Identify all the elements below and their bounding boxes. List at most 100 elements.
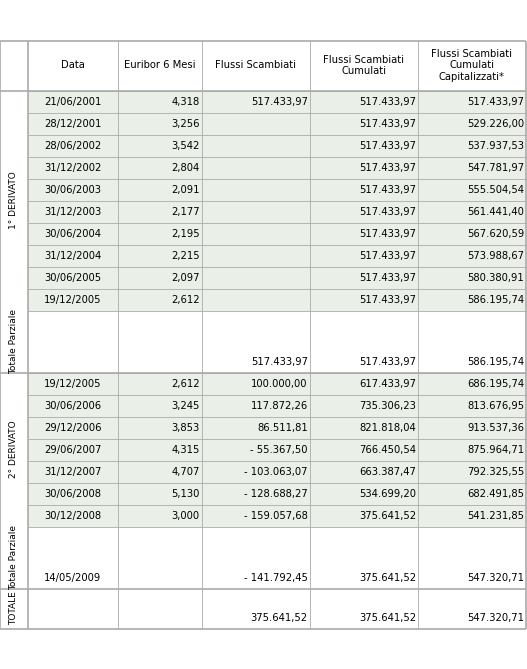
Text: 30/12/2008: 30/12/2008 [44,510,102,520]
Text: 2,804: 2,804 [171,163,200,173]
Text: 517.433,97: 517.433,97 [359,272,416,282]
Text: 31/12/2002: 31/12/2002 [44,163,102,173]
Text: 517.433,97: 517.433,97 [359,250,416,260]
Text: 4,315: 4,315 [171,444,200,454]
Text: 31/12/2003: 31/12/2003 [44,207,102,217]
Text: - 128.688,27: - 128.688,27 [244,488,308,498]
Text: 573.988,67: 573.988,67 [467,250,524,260]
Text: 586.195,74: 586.195,74 [467,294,524,304]
Bar [28,157,526,179]
Text: 555.504,54: 555.504,54 [467,185,524,195]
Text: 537.937,53: 537.937,53 [467,140,524,151]
Bar [28,395,526,417]
Text: 30/06/2006: 30/06/2006 [44,401,102,411]
Text: 561.441,40: 561.441,40 [467,207,524,217]
Text: 517.433,97: 517.433,97 [251,357,308,367]
Text: 517.433,97: 517.433,97 [359,357,416,367]
Text: 31/12/2004: 31/12/2004 [44,250,102,260]
Text: 86.511,81: 86.511,81 [257,423,308,432]
Text: 2,612: 2,612 [171,294,200,304]
Text: 117.872,26: 117.872,26 [250,401,308,411]
Text: 375.641,52: 375.641,52 [359,510,416,520]
Text: 813.676,95: 813.676,95 [467,401,524,411]
Text: 2° DERIVATO: 2° DERIVATO [9,421,18,478]
Bar [28,288,526,310]
Bar [28,482,526,504]
Text: 586.195,74: 586.195,74 [467,357,524,367]
Text: 21/06/2001: 21/06/2001 [44,96,102,106]
Bar [28,460,526,482]
Text: 3,853: 3,853 [171,423,200,432]
Text: 30/06/2003: 30/06/2003 [44,185,101,195]
Text: 663.387,47: 663.387,47 [359,466,416,476]
Text: 682.491,85: 682.491,85 [467,488,524,498]
Text: 517.433,97: 517.433,97 [359,207,416,217]
Text: - 55.367,50: - 55.367,50 [250,444,308,454]
Text: 19/12/2005: 19/12/2005 [44,379,102,389]
Text: 3,256: 3,256 [171,118,200,128]
Text: 547.320,71: 547.320,71 [467,613,524,622]
Bar [28,310,526,373]
Text: Euribor 6 Mesi: Euribor 6 Mesi [124,60,196,70]
Bar [28,41,526,90]
Bar [0,41,28,628]
Text: 2,195: 2,195 [171,229,200,239]
Text: Data: Data [61,60,85,70]
Bar [28,179,526,201]
Bar [28,223,526,244]
Text: 580.380,91: 580.380,91 [467,272,524,282]
Text: 517.433,97: 517.433,97 [359,185,416,195]
Text: Totale Parziale: Totale Parziale [9,525,18,590]
Text: 541.231,85: 541.231,85 [467,510,524,520]
Bar [28,244,526,266]
Bar [28,417,526,438]
Text: 2,612: 2,612 [171,379,200,389]
Text: 517.433,97: 517.433,97 [359,96,416,106]
Text: 766.450,54: 766.450,54 [359,444,416,454]
Text: 4,707: 4,707 [171,466,200,476]
Bar [28,90,526,112]
Bar [28,134,526,157]
Text: 792.325,55: 792.325,55 [467,466,524,476]
Text: 821.818,04: 821.818,04 [359,423,416,432]
Text: 2,177: 2,177 [171,207,200,217]
Text: 30/06/2004: 30/06/2004 [44,229,101,239]
Text: 29/12/2006: 29/12/2006 [44,423,102,432]
Text: 534.699,20: 534.699,20 [359,488,416,498]
Text: 913.537,36: 913.537,36 [467,423,524,432]
Text: 875.964,71: 875.964,71 [467,444,524,454]
Text: 375.641,52: 375.641,52 [359,613,416,622]
Text: 617.433,97: 617.433,97 [359,379,416,389]
Text: 517.433,97: 517.433,97 [359,140,416,151]
Text: 31/12/2007: 31/12/2007 [44,466,102,476]
Text: 28/12/2001: 28/12/2001 [44,118,102,128]
Text: 2,091: 2,091 [171,185,200,195]
Text: 375.641,52: 375.641,52 [251,613,308,622]
Text: - 103.063,07: - 103.063,07 [245,466,308,476]
Bar [28,589,526,628]
Text: 30/06/2008: 30/06/2008 [44,488,101,498]
Text: 517.433,97: 517.433,97 [251,96,308,106]
Text: 1° DERIVATO: 1° DERIVATO [9,172,18,229]
Text: 3,542: 3,542 [171,140,200,151]
Text: Totale Parziale: Totale Parziale [9,309,18,374]
Text: 735.306,23: 735.306,23 [359,401,416,411]
Bar [28,527,526,589]
Text: 4,318: 4,318 [171,96,200,106]
Text: 375.641,52: 375.641,52 [359,573,416,583]
Bar [28,266,526,288]
Text: 3,000: 3,000 [172,510,200,520]
Text: Flussi Scambiati
Cumulati: Flussi Scambiati Cumulati [324,55,404,76]
Text: Flussi Scambiati
Cumulati
Capitalizzati*: Flussi Scambiati Cumulati Capitalizzati* [432,49,512,82]
Text: 30/06/2005: 30/06/2005 [44,272,102,282]
Text: 529.226,00: 529.226,00 [467,118,524,128]
Text: TOTALE: TOTALE [9,591,18,626]
Bar [28,438,526,460]
Text: 686.195,74: 686.195,74 [467,379,524,389]
Text: 547.781,97: 547.781,97 [467,163,524,173]
Text: 5,130: 5,130 [171,488,200,498]
Text: - 141.792,45: - 141.792,45 [244,573,308,583]
Text: 517.433,97: 517.433,97 [359,229,416,239]
Text: Flussi Scambiati: Flussi Scambiati [215,60,296,70]
Text: 517.433,97: 517.433,97 [359,294,416,304]
